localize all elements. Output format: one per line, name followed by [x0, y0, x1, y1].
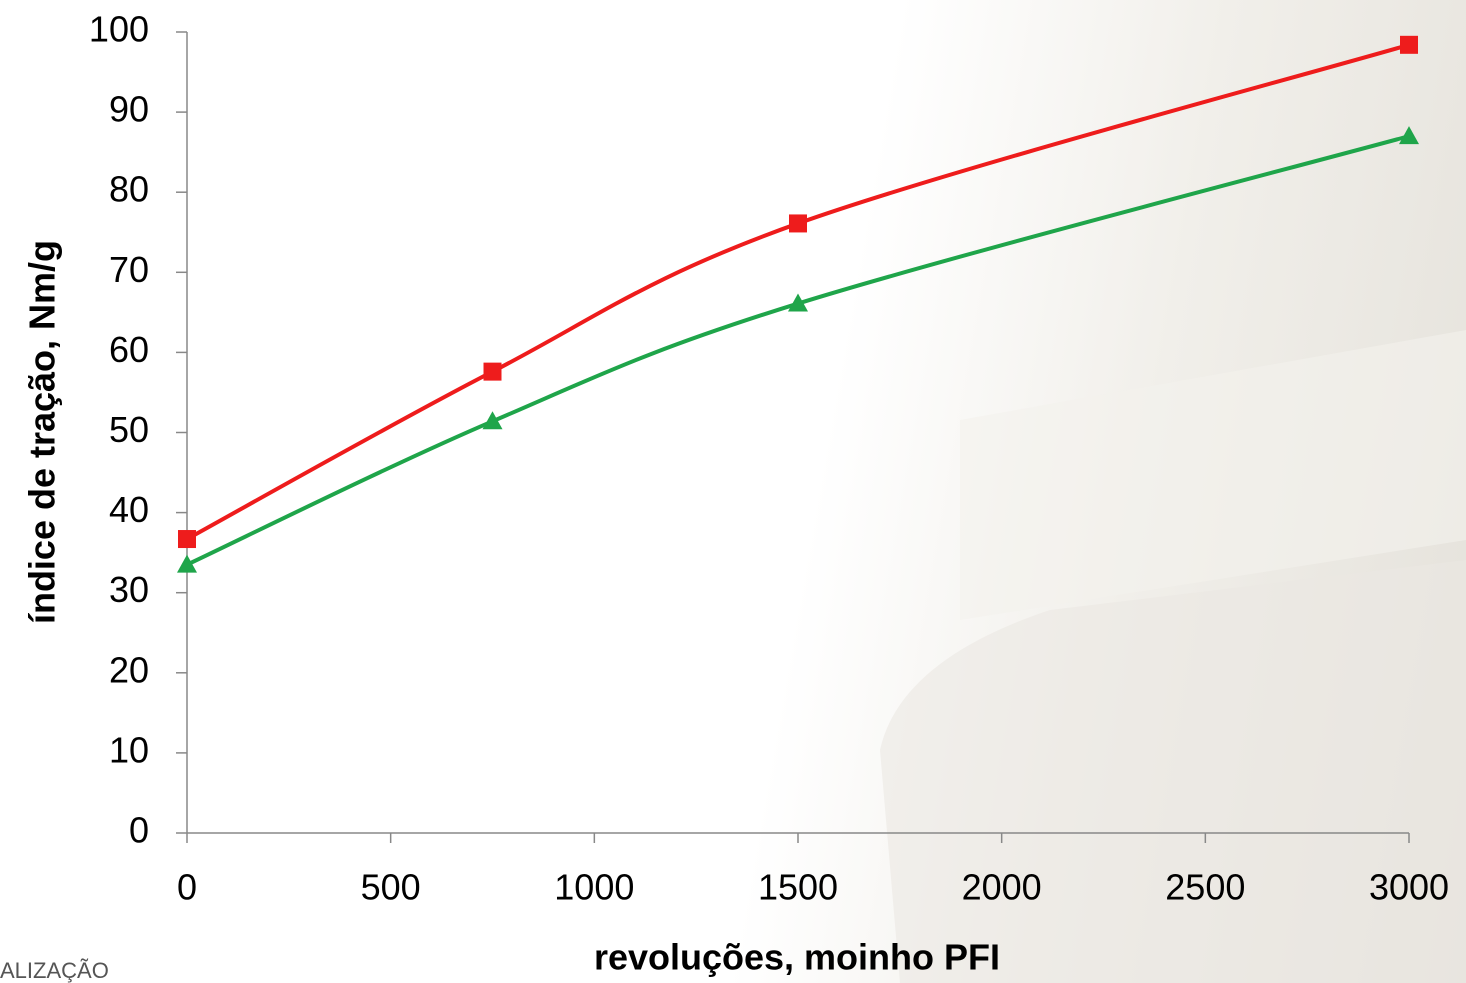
y-tick-label: 40	[109, 489, 149, 530]
x-tick-label: 2000	[962, 867, 1042, 908]
y-tick-label: 20	[109, 649, 149, 690]
marker	[789, 214, 807, 232]
y-tick-label: 70	[109, 249, 149, 290]
marker	[1400, 36, 1418, 54]
marker	[177, 555, 197, 573]
x-tick-label: 2500	[1165, 867, 1245, 908]
y-tick-label: 100	[89, 9, 149, 50]
marker	[484, 363, 502, 381]
x-axis-title: revoluções, moinho PFI	[594, 937, 1000, 978]
y-axis-title: índice de tração, Nm/g	[22, 240, 63, 624]
x-tick-label: 1000	[554, 867, 634, 908]
y-tick-label: 60	[109, 329, 149, 370]
page: índice de tração, Nm/g revoluções, moinh…	[0, 0, 1466, 983]
y-tick-label: 90	[109, 89, 149, 130]
x-tick-label: 0	[177, 867, 197, 908]
footer-text: ALIZAÇÃO	[0, 958, 109, 983]
y-tick-label: 80	[109, 169, 149, 210]
decor-shape	[880, 560, 1466, 983]
y-tick-label: 0	[129, 810, 149, 851]
y-tick-label: 50	[109, 409, 149, 450]
x-tick-label: 500	[361, 867, 421, 908]
y-tick-label: 30	[109, 569, 149, 610]
marker	[1399, 126, 1419, 144]
marker	[178, 530, 196, 548]
x-tick-label: 1500	[758, 867, 838, 908]
chart: índice de tração, Nm/g revoluções, moinh…	[0, 0, 1466, 983]
y-tick-label: 10	[109, 729, 149, 770]
x-tick-label: 3000	[1369, 867, 1449, 908]
